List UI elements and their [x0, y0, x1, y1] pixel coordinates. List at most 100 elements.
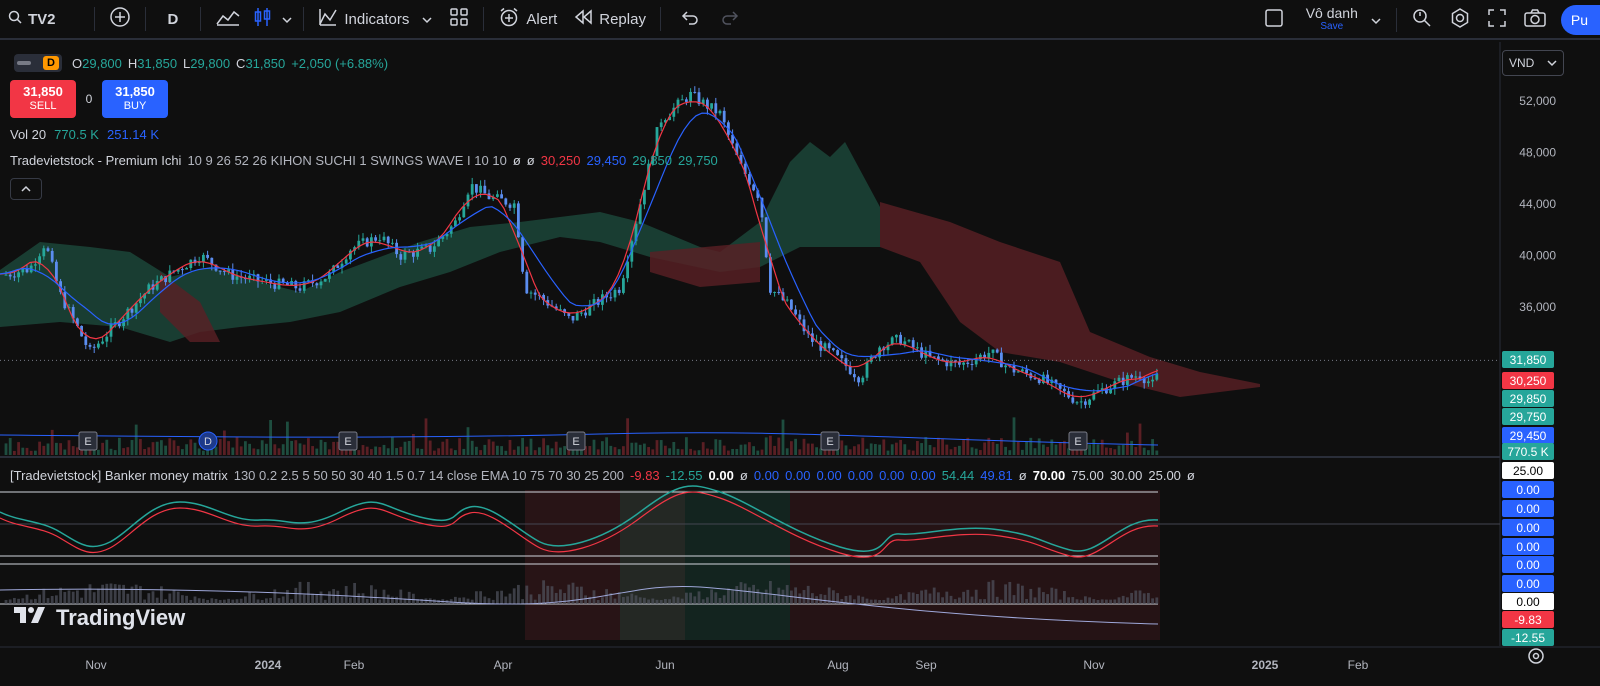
- osc-histogram-bar: [878, 599, 881, 604]
- osc-histogram-bar: [504, 596, 508, 604]
- layouts-button[interactable]: [441, 0, 477, 39]
- osc-axis-tag: -9.83: [1502, 611, 1554, 628]
- candle-body: [731, 134, 734, 144]
- volume-bar: [718, 439, 722, 455]
- osc-histogram-bar: [437, 599, 440, 604]
- candle-body: [1096, 390, 1100, 393]
- osc-axis-tag: 0.00: [1502, 519, 1554, 536]
- volume-bar: [1092, 439, 1096, 455]
- volume-bar: [466, 427, 470, 455]
- osc-histogram-bar: [1155, 597, 1159, 604]
- candle-body: [559, 309, 562, 311]
- chart-settings-button[interactable]: [1526, 646, 1546, 666]
- quick-search-button[interactable]: [1403, 0, 1441, 40]
- redo-button[interactable]: [713, 0, 747, 39]
- volume-bar: [454, 450, 457, 455]
- interval-button[interactable]: D: [152, 0, 195, 39]
- osc-histogram-bar: [1088, 597, 1091, 604]
- candle-body: [122, 319, 125, 327]
- candle-body: [475, 184, 478, 193]
- symbol-search[interactable]: TV2: [0, 0, 64, 39]
- banker-matrix-title: [Tradevietstock] Banker money matrix: [10, 468, 228, 483]
- alert-button[interactable]: Alert: [490, 0, 565, 39]
- candle-body: [445, 233, 449, 237]
- osc-histogram-bar: [1138, 590, 1142, 604]
- osc-axis-tag: 0.00: [1502, 575, 1554, 592]
- chart-type-area-button[interactable]: [207, 0, 249, 39]
- volume-bar: [214, 446, 218, 455]
- candle-body: [685, 99, 688, 102]
- volume-bar: [349, 447, 352, 455]
- candle-body: [160, 276, 163, 282]
- price-tag: 29,750: [1502, 408, 1554, 425]
- collapse-legend-button[interactable]: [10, 178, 42, 200]
- compare-button[interactable]: [101, 0, 139, 39]
- volume-bar: [428, 440, 432, 455]
- volume-bar: [101, 442, 104, 455]
- tradingview-logo[interactable]: TradingView: [12, 604, 185, 632]
- osc-histogram-bar: [630, 593, 634, 604]
- osc-histogram-bar: [260, 599, 264, 604]
- volume-bar: [395, 448, 398, 455]
- candle-body: [67, 307, 71, 309]
- undo-button[interactable]: [667, 0, 713, 39]
- price-axis-tick: 52,000: [1519, 94, 1556, 108]
- volume-bar: [55, 442, 58, 455]
- volume-bar: [533, 450, 537, 455]
- chart-canvas[interactable]: E D E E E E 52,000 48,000 44,000 40,000 36,000 31,8…: [0, 42, 1600, 686]
- osc-histogram-bar: [290, 599, 293, 604]
- osc-histogram-bar: [525, 585, 529, 604]
- candle-body: [433, 246, 436, 252]
- snapshot-button[interactable]: [1515, 0, 1555, 40]
- candle-body: [281, 278, 285, 283]
- osc-histogram-bar: [643, 597, 646, 604]
- candle-body: [134, 303, 138, 313]
- osc-histogram-bar: [596, 599, 600, 604]
- volume-bar: [626, 418, 629, 455]
- fullscreen-button[interactable]: [1479, 0, 1515, 40]
- volume-bar: [609, 445, 613, 455]
- chart-type-dropdown[interactable]: [277, 0, 297, 39]
- currency-selector[interactable]: VND: [1502, 50, 1564, 76]
- visibility-toggle[interactable]: D: [14, 54, 62, 72]
- buy-button[interactable]: 31,850 BUY: [102, 80, 168, 118]
- banker-matrix-value: 0.00: [910, 468, 936, 483]
- osc-histogram-bar: [882, 599, 886, 604]
- volume-bar: [911, 450, 915, 455]
- indicators-button[interactable]: Indicators: [310, 0, 441, 39]
- replay-button[interactable]: Replay: [565, 0, 654, 39]
- osc-histogram-bar: [416, 599, 419, 604]
- volume-bar: [189, 439, 193, 455]
- candle-body: [1117, 377, 1121, 382]
- candle-body: [391, 242, 394, 244]
- volume-legend[interactable]: Vol 20 770.5 K 251.14 K: [10, 127, 159, 142]
- candle-body: [46, 248, 50, 251]
- osc-histogram-bar: [424, 598, 428, 604]
- settings-button[interactable]: [1441, 0, 1479, 40]
- osc-histogram-bar: [701, 599, 705, 604]
- candle-body: [210, 257, 214, 265]
- chart-area[interactable]: E D E E E E 52,000 48,000 44,000 40,000 36,000 31,8…: [0, 42, 1600, 686]
- volume-bar: [869, 443, 873, 455]
- osc-histogram-bar: [336, 590, 340, 604]
- layout-name-button[interactable]: Vô danh Save: [1298, 0, 1390, 40]
- sell-button[interactable]: 31,850 SELL: [10, 80, 76, 118]
- candle-body: [378, 240, 382, 242]
- select-checkbox[interactable]: [1250, 0, 1298, 40]
- ichimoku-kijun-value: 29,450: [586, 153, 627, 168]
- osc-histogram-bar: [1054, 588, 1058, 604]
- volume-bar: [668, 448, 671, 455]
- osc-histogram-bar: [227, 598, 230, 604]
- candle-body: [412, 252, 415, 257]
- banker-matrix-legend[interactable]: [Tradevietstock] Banker money matrix 130…: [10, 468, 1195, 483]
- osc-histogram-bar: [483, 596, 487, 604]
- osc-histogram-bar: [340, 596, 344, 604]
- publish-button[interactable]: Pu: [1560, 5, 1600, 35]
- candle-body: [1021, 369, 1024, 372]
- osc-histogram-bar: [185, 595, 188, 604]
- osc-histogram-bar: [105, 583, 109, 604]
- ichimoku-legend[interactable]: Tradevietstock - Premium Ichi 10 9 26 52…: [10, 153, 718, 168]
- volume-bar: [1142, 447, 1146, 455]
- chart-type-candles-button[interactable]: [249, 0, 277, 39]
- osc-histogram-bar: [1004, 584, 1007, 604]
